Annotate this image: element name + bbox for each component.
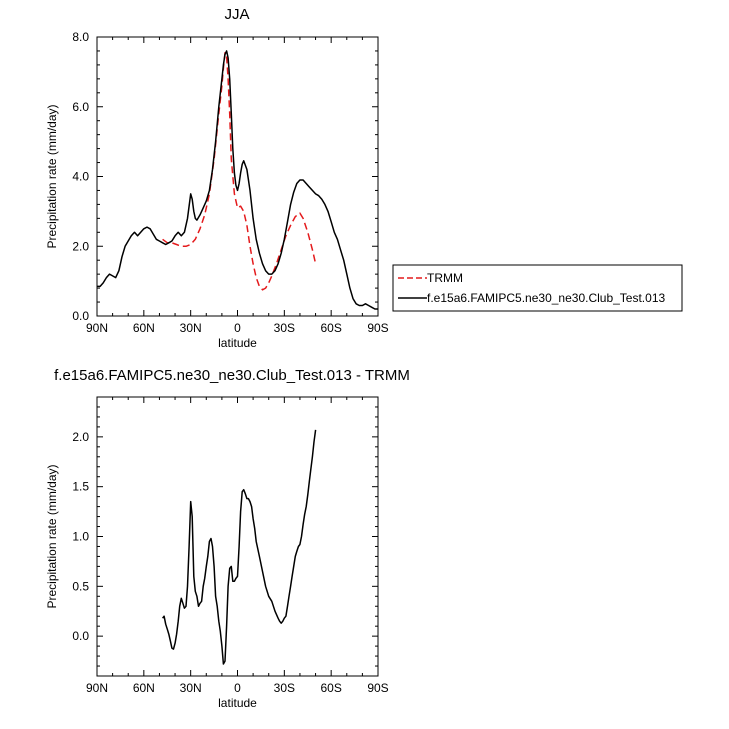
chart-title: JJA [224, 6, 249, 23]
legend: TRMM f.e15a6.FAMIPC5.ne30_ne30.Club_Test.… [392, 264, 683, 312]
series-line-trmm [162, 51, 317, 291]
y-tick-label: 4.0 [72, 170, 89, 184]
y-tick-label: 0.0 [72, 629, 89, 643]
y-tick-label: 0.5 [72, 579, 89, 593]
chart-panel-1: JJA 90N 60N 30N 0 30S 60S 90S 0.0 2.0 4.0 6.0 8.0 lat… [45, 6, 389, 350]
legend-entry: f.e15a6.FAMIPC5.ne30_ne30.Club_Test.013 [427, 291, 665, 305]
y-axis-label: Precipitation rate (mm/day) [45, 104, 59, 248]
x-tick-label: 0 [234, 681, 241, 695]
y-tick-label: 1.5 [72, 480, 89, 494]
x-axis-label: latitude [218, 336, 257, 350]
x-tick-label: 60N [133, 321, 155, 335]
x-tick-label: 90N [86, 321, 108, 335]
series-line-f-e15a6-famipc5-ne30-ne30-club-test-013 [97, 50, 378, 310]
x-tick-label: 30N [180, 321, 202, 335]
y-tick-label: 6.0 [72, 100, 89, 114]
legend-entry: TRMM [427, 271, 463, 285]
x-tick-label: 90N [86, 681, 108, 695]
x-tick-label: 90S [367, 681, 388, 695]
plot-frame [96, 396, 379, 677]
x-tick-label: 30S [274, 681, 295, 695]
y-axis-label: Precipitation rate (mm/day) [45, 464, 59, 608]
x-tick-label: 30S [274, 321, 295, 335]
chart-title: f.e15a6.FAMIPC5.ne30_ne30.Club_Test.013 … [54, 367, 410, 384]
x-tick-label: 30N [180, 681, 202, 695]
x-tick-label: 60S [320, 321, 341, 335]
y-tick-label: 8.0 [72, 30, 89, 44]
y-tick-label: 1.0 [72, 530, 89, 544]
x-tick-label: 90S [367, 321, 388, 335]
y-tick-label: 0.0 [72, 309, 89, 323]
plot-frame [96, 36, 379, 317]
x-tick-label: 0 [234, 321, 241, 335]
x-axis-label: latitude [218, 696, 257, 710]
chart-panel-2: f.e15a6.FAMIPC5.ne30_ne30.Club_Test.013 … [45, 367, 410, 710]
legend-box [392, 264, 683, 312]
x-tick-label: 60S [320, 681, 341, 695]
x-tick-label: 60N [133, 681, 155, 695]
series-line-difference [162, 429, 317, 665]
y-tick-label: 2.0 [72, 430, 89, 444]
y-tick-label: 2.0 [72, 239, 89, 253]
